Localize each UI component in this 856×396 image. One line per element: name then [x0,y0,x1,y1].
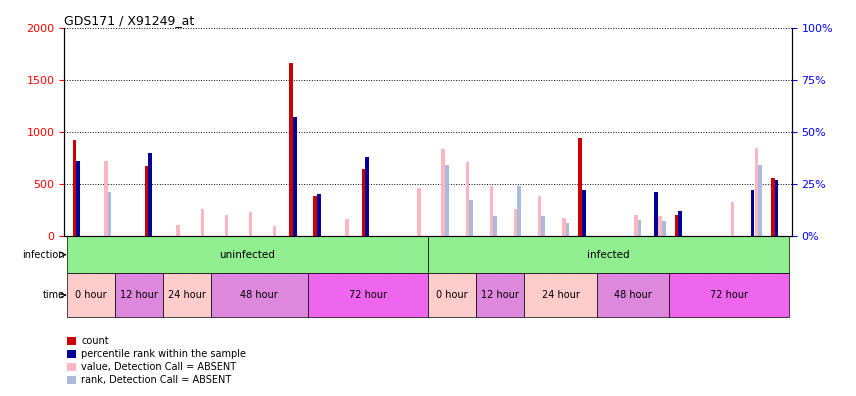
Bar [758,165,762,236]
Bar [108,192,111,236]
Text: 72 hour: 72 hour [348,290,387,300]
Bar [466,162,469,236]
Bar [566,223,569,236]
Bar [67,273,115,317]
Bar [200,209,205,236]
Bar [145,166,148,236]
Bar [669,273,789,317]
Bar [445,165,449,236]
Bar [579,138,582,236]
Bar [751,190,754,236]
Bar [104,161,108,236]
Bar [442,149,445,236]
Bar [514,209,517,236]
Bar [176,225,180,236]
Bar [428,236,789,273]
Legend: count, percentile rank within the sample, value, Detection Call = ABSENT, rank, : count, percentile rank within the sample… [65,335,248,387]
Bar [211,273,307,317]
Bar [249,212,253,236]
Bar [313,196,317,236]
Text: infected: infected [587,249,630,260]
Bar [273,227,276,236]
Text: 24 hour: 24 hour [168,290,206,300]
Text: 48 hour: 48 hour [614,290,651,300]
Bar [538,196,542,236]
Text: 48 hour: 48 hour [241,290,278,300]
Bar [317,194,321,236]
Text: time: time [43,290,65,300]
Bar [525,273,597,317]
Bar [73,140,76,236]
Bar [755,148,758,236]
Bar [658,216,662,236]
Bar [562,218,566,236]
Bar [345,219,348,236]
Bar [582,190,586,236]
Bar [662,221,666,236]
Text: 24 hour: 24 hour [542,290,580,300]
Text: infection: infection [22,249,65,260]
Bar [775,180,778,236]
Bar [289,63,293,236]
Bar [418,188,421,236]
Bar [679,211,682,236]
Bar [469,200,473,236]
Bar [634,215,638,236]
Bar [163,273,211,317]
Bar [307,273,428,317]
Bar [148,152,152,236]
Bar [771,177,775,236]
Bar [731,202,734,236]
Text: uninfected: uninfected [219,249,276,260]
Bar [542,216,545,236]
Bar [115,273,163,317]
Bar [293,117,296,236]
Text: GDS171 / X91249_at: GDS171 / X91249_at [64,13,194,27]
Bar [517,186,521,236]
Bar [361,169,366,236]
Bar [493,216,496,236]
Text: 12 hour: 12 hour [120,290,158,300]
Bar [76,161,80,236]
Text: 0 hour: 0 hour [437,290,468,300]
Text: 0 hour: 0 hour [74,290,106,300]
Bar [638,220,641,236]
Bar [224,215,229,236]
Bar [476,273,525,317]
Bar [675,215,679,236]
Bar [366,157,369,236]
Bar [654,192,658,236]
Text: 12 hour: 12 hour [481,290,520,300]
Bar [597,273,669,317]
Bar [490,186,493,236]
Bar [428,273,476,317]
Bar [67,236,428,273]
Text: 72 hour: 72 hour [710,290,748,300]
